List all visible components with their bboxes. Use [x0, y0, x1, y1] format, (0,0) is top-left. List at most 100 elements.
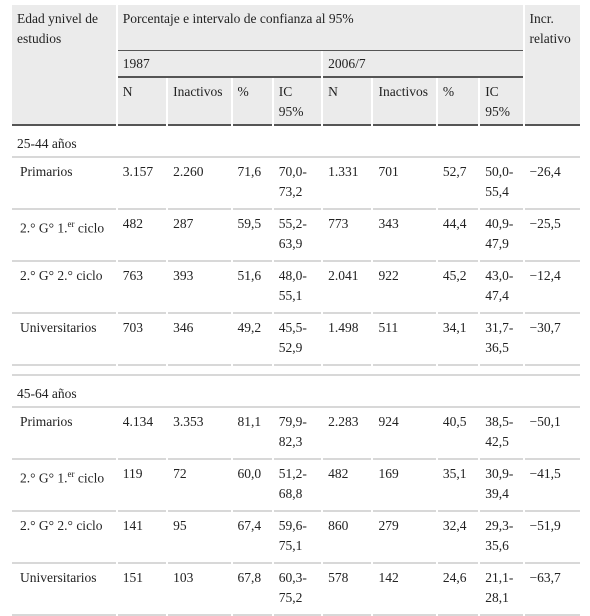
- cell: 169: [373, 460, 436, 512]
- column-header: N: [323, 78, 372, 126]
- table-body: 25-44 años Primarios 3.157 2.260 71,6 70,0-73…: [12, 126, 580, 616]
- cell: 72: [168, 460, 231, 512]
- cell: 24,6: [437, 564, 479, 616]
- table-header: Edad ynivel de estudios Porcentaje e int…: [12, 5, 580, 126]
- label-text: 2.° G° 2.° ciclo: [20, 518, 103, 533]
- cell: 45,5-52,9: [273, 314, 322, 366]
- cell: 29,3-35,6: [480, 512, 523, 564]
- label-text: 2.° G° 1.: [20, 220, 68, 236]
- cell: 59,6-75,1: [273, 512, 322, 564]
- cell: 60,3-75,2: [273, 564, 322, 616]
- cell: 1.498: [323, 314, 372, 366]
- cell: 103: [168, 564, 231, 616]
- cell: 81,1: [232, 408, 272, 460]
- row-label: 2.° G° 2.° ciclo: [12, 262, 116, 314]
- section-label: 25-44 años: [12, 126, 580, 158]
- cell: 1.331: [323, 158, 372, 210]
- data-row: 2.° G° 2.° ciclo 763 393 51,6 48,0-55,1 2.041…: [12, 262, 580, 314]
- cell: 922: [373, 262, 436, 314]
- cell: 51,2-68,8: [273, 460, 322, 512]
- page: Edad ynivel de estudios Porcentaje e int…: [12, 5, 580, 616]
- row-label: Primarios: [12, 408, 116, 460]
- cell: 701: [373, 158, 436, 210]
- cell: 44,4: [437, 210, 479, 262]
- row-label: Universitarios: [12, 314, 116, 366]
- spacer-row: [12, 366, 580, 376]
- header-cell: 1987: [117, 51, 322, 78]
- cell: 578: [323, 564, 372, 616]
- superscript: er: [67, 469, 75, 479]
- spacer: [12, 366, 580, 376]
- cell: 35,1: [437, 460, 479, 512]
- cell: 52,7: [437, 158, 479, 210]
- column-header: IC 95%: [273, 78, 322, 126]
- section-row: 45-64 años: [12, 376, 580, 408]
- cell: 55,2-63,9: [273, 210, 322, 262]
- cell: −25,5: [524, 210, 580, 262]
- column-header: N: [117, 78, 167, 126]
- cell: 279: [373, 512, 436, 564]
- header-cell: Edad ynivel de estudios: [12, 5, 116, 51]
- cell: 45,2: [437, 262, 479, 314]
- label-text: ciclo: [77, 470, 105, 486]
- cell: 763: [117, 262, 167, 314]
- label-text: Universitarios: [20, 320, 97, 335]
- cell: 21,1-28,1: [480, 564, 523, 616]
- cell: −41,5: [524, 460, 580, 512]
- label-text: 2.° G° 1.: [20, 470, 68, 486]
- header-cell: [524, 51, 580, 78]
- cell: 95: [168, 512, 231, 564]
- superscript: er: [67, 219, 75, 229]
- cell: 343: [373, 210, 436, 262]
- cell: 71,6: [232, 158, 272, 210]
- cell: 346: [168, 314, 231, 366]
- row-label: Universitarios: [12, 564, 116, 616]
- data-row: Universitarios 703 346 49,2 45,5-52,9 1.498 51…: [12, 314, 580, 366]
- header-cell: [12, 51, 116, 78]
- cell: 142: [373, 564, 436, 616]
- column-header: IC 95%: [480, 78, 523, 126]
- cell: 482: [117, 210, 167, 262]
- cell: 40,9-47,9: [480, 210, 523, 262]
- cell: 79,9-82,3: [273, 408, 322, 460]
- cell: 30,9-39,4: [480, 460, 523, 512]
- cell: 2.041: [323, 262, 372, 314]
- cell: 31,7-36,5: [480, 314, 523, 366]
- cell: 3.353: [168, 408, 231, 460]
- cell: −12,4: [524, 262, 580, 314]
- header-cell: [524, 78, 580, 126]
- cell: 67,8: [232, 564, 272, 616]
- cell: 67,4: [232, 512, 272, 564]
- section-row: 25-44 años: [12, 126, 580, 158]
- label-text: Primarios: [20, 414, 73, 429]
- header-cell: Incr. relativo: [524, 5, 580, 51]
- cell: 38,5-42,5: [480, 408, 523, 460]
- cell: 51,6: [232, 262, 272, 314]
- cell: −51,9: [524, 512, 580, 564]
- cell: 924: [373, 408, 436, 460]
- cell: 50,0-55,4: [480, 158, 523, 210]
- data-row: 2.° G° 1.er ciclo 482 287 59,5 55,2-63,9 773 3…: [12, 210, 580, 262]
- label-text: Primarios: [20, 164, 73, 179]
- cell: −30,7: [524, 314, 580, 366]
- cell: 49,2: [232, 314, 272, 366]
- column-header: Inactivos: [168, 78, 231, 126]
- data-row: Primarios 3.157 2.260 71,6 70,0-73,2 1.331 701…: [12, 158, 580, 210]
- cell: 141: [117, 512, 167, 564]
- cell: 2.260: [168, 158, 231, 210]
- data-row: Universitarios 151 103 67,8 60,3-75,2 578 142 2…: [12, 564, 580, 616]
- cell: 151: [117, 564, 167, 616]
- cell: 40,5: [437, 408, 479, 460]
- cell: 3.157: [117, 158, 167, 210]
- cell: 860: [323, 512, 372, 564]
- data-row: Primarios 4.134 3.353 81,1 79,9-82,3 2.283 924…: [12, 408, 580, 460]
- cell: 773: [323, 210, 372, 262]
- cell: 34,1: [437, 314, 479, 366]
- section-label: 45-64 años: [12, 376, 580, 408]
- label-text: ciclo: [77, 220, 105, 236]
- cell: 119: [117, 460, 167, 512]
- row-label: Primarios: [12, 158, 116, 210]
- cell: −63,7: [524, 564, 580, 616]
- data-row: 2.° G° 2.° ciclo 141 95 67,4 59,6-75,1 860 279…: [12, 512, 580, 564]
- cell: 287: [168, 210, 231, 262]
